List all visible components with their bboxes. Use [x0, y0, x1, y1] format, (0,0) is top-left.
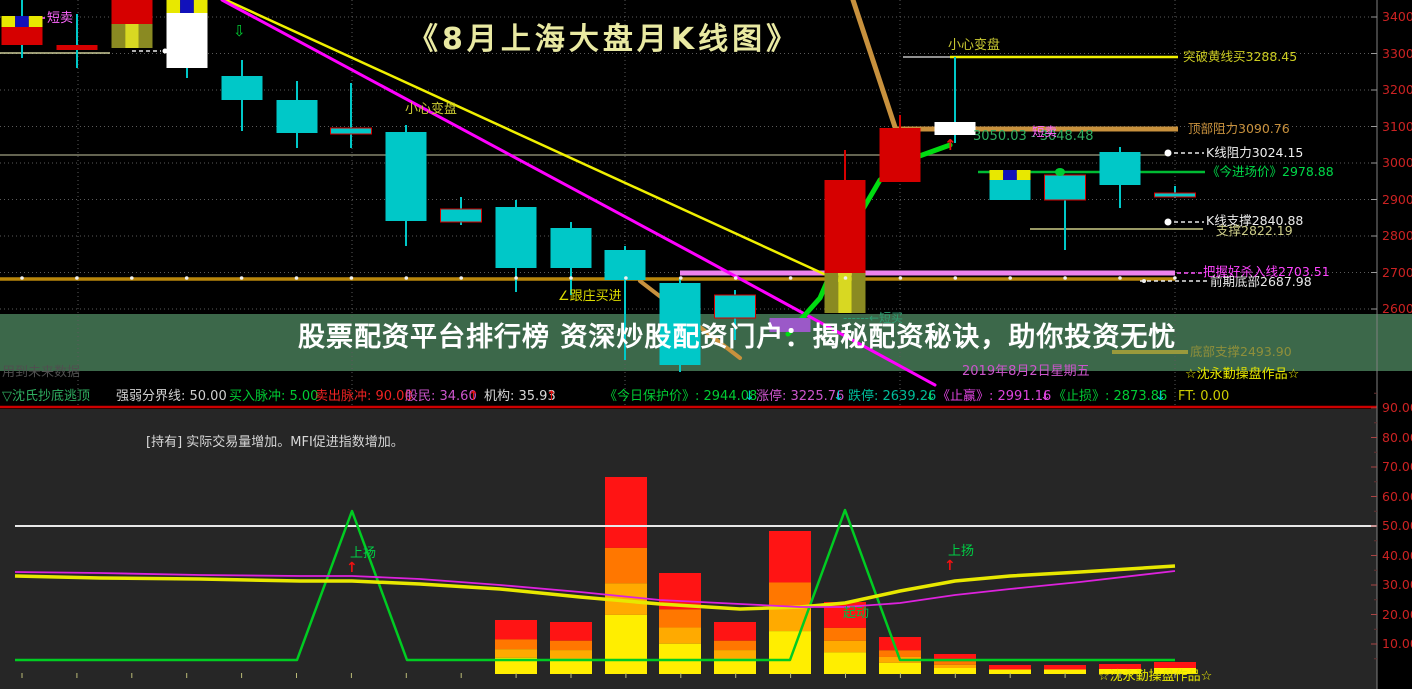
ad-banner[interactable] — [0, 314, 1412, 371]
banner-headline: 股票配资平台排行榜 资深炒股配资门户：揭秘配资秘诀，助你投资无忧 — [298, 322, 1177, 353]
